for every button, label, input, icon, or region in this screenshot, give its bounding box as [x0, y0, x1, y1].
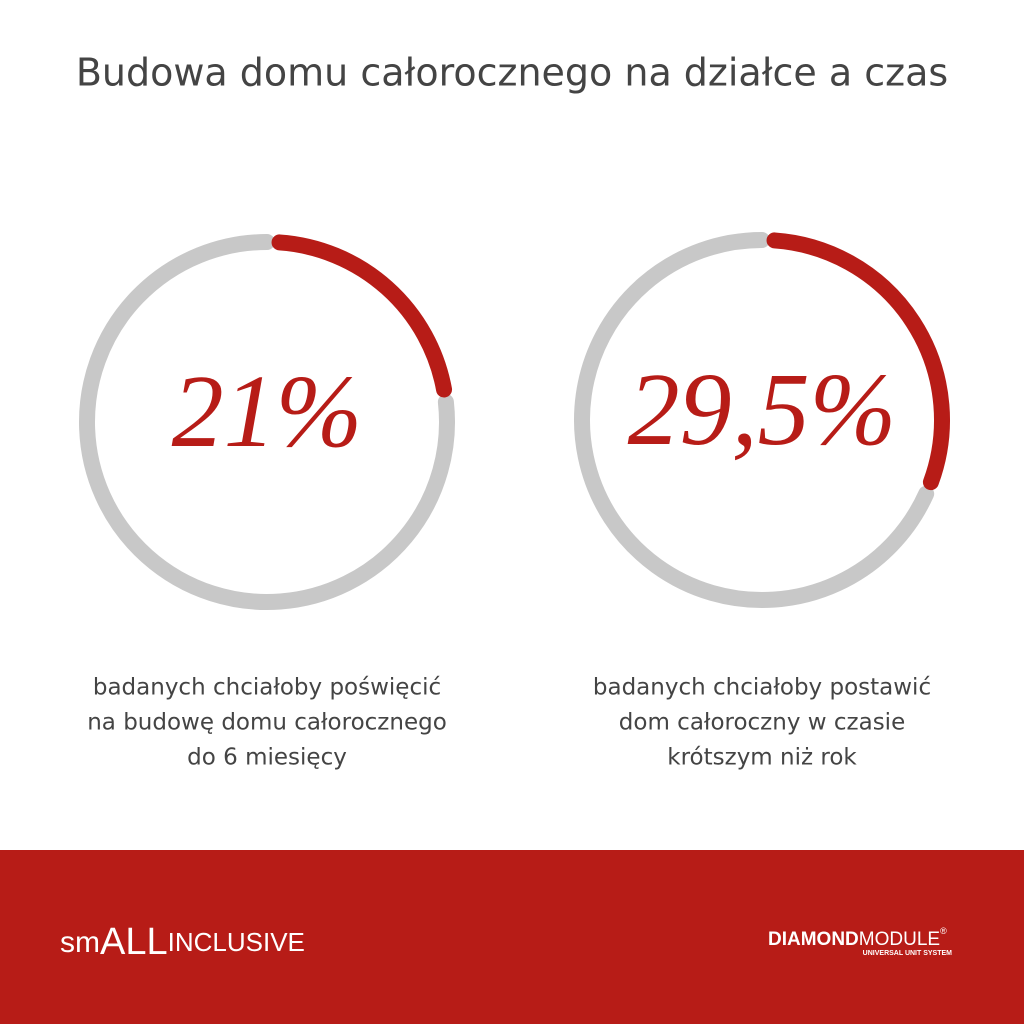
caption-line: badanych chciałoby poświęcić	[93, 675, 441, 701]
donut-track	[79, 234, 455, 610]
brand-tagline: UNIVERSAL UNIT SYSTEM	[863, 950, 952, 957]
title: Budowa domu całorocznego na działce a cz…	[76, 51, 948, 95]
brand-part: sm	[60, 926, 100, 959]
donut-track	[574, 232, 935, 608]
caption-line: badanych chciałoby postawić	[593, 675, 931, 701]
caption-line: dom całoroczny w czasie	[619, 710, 905, 736]
brand-part: MODULE	[859, 929, 940, 950]
caption-line: krótszym niż rok	[667, 745, 857, 771]
caption-line: do 6 miesięcy	[187, 745, 347, 771]
brand-part: DIAMOND	[768, 929, 859, 950]
value-label: 21%	[172, 354, 363, 469]
brand-part: ®	[940, 926, 947, 936]
brand-part: INCLUSIVE	[168, 927, 305, 957]
donut-arc	[271, 234, 453, 398]
caption-line: na budowę domu całorocznego	[87, 710, 447, 736]
donut-arc	[766, 232, 950, 491]
value-label: 29,5%	[628, 352, 897, 467]
brand-part: ALL	[100, 921, 168, 963]
brand-left: smALLINCLUSIVE	[60, 921, 305, 963]
footer-band	[0, 850, 1024, 1024]
brand-right: DIAMONDMODULE®	[768, 926, 947, 950]
